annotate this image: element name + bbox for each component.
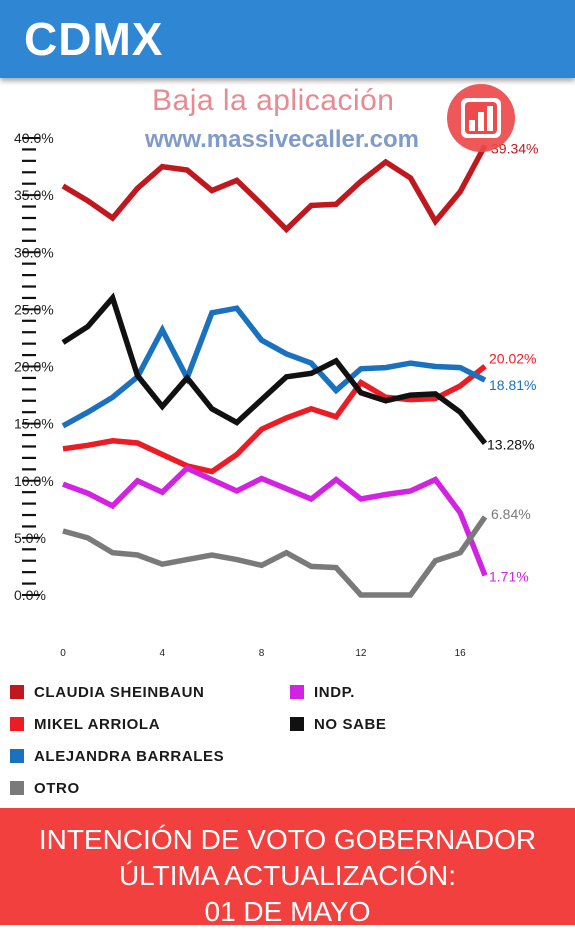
series-line-otro [62, 515, 488, 598]
end-label-otro: 6.84% [491, 506, 531, 522]
footer-banner: INTENCIÓN DE VOTO GOBERNADOR ÚLTIMA ACTU… [0, 808, 575, 927]
legend-swatch [290, 685, 304, 699]
y-axis: 40.0%35.0%30.0%25.0%20.0%15.0%10.0%5.0%0… [14, 130, 54, 603]
legend-label: INDP. [314, 684, 356, 701]
series-line-mikel-arriola [62, 364, 487, 475]
end-label-no-sabe: 13.28% [487, 436, 534, 452]
end-label-indp: 1.71% [489, 568, 529, 584]
series-line-no-sabe [61, 292, 488, 446]
end-label-mikel-arriola: 20.02% [489, 350, 536, 366]
series-line-alejandra-barrales [61, 305, 487, 429]
x-axis: 0 4 8 12 16 [60, 648, 466, 659]
legend-label: MIKEL ARRIOLA [34, 716, 161, 733]
legend-label: ALEJANDRA BARRALES [34, 748, 225, 765]
bar-chart-icon[interactable] [445, 82, 517, 154]
legend-swatch [10, 717, 24, 731]
footer-date: 01 DE MAYO [204, 896, 371, 927]
legend-swatch [10, 781, 24, 795]
series-lines [61, 144, 488, 598]
series-line-indp [62, 464, 488, 577]
app-header: CDMX [0, 0, 575, 78]
promo-text: Baja la aplicación [152, 84, 395, 117]
series-line-claudia-sheinbaun [61, 144, 488, 234]
footer-title: INTENCIÓN DE VOTO GOBERNADOR [38, 824, 537, 855]
page-title: CDMX [24, 13, 164, 65]
series-end-labels: 39.34% 20.02% 18.81% 13.28% 1.71% 6.84% [487, 141, 538, 585]
x-tick-label: 0 [60, 648, 66, 659]
legend-label: NO SABE [314, 716, 387, 733]
legend-swatch [290, 717, 304, 731]
legend-label: OTRO [34, 780, 80, 797]
end-label-claudia-sheinbaun: 39.34% [491, 141, 538, 157]
x-tick-label: 8 [259, 648, 265, 659]
legend-label: CLAUDIA SHEINBAUN [34, 684, 205, 701]
legend-swatch [10, 749, 24, 763]
promo-url[interactable]: www.massivecaller.com [145, 126, 419, 153]
x-tick-label: 4 [160, 648, 166, 659]
line-chart: 40.0%35.0%30.0%25.0%20.0%15.0%10.0%5.0%0… [14, 130, 538, 659]
x-tick-label: 12 [355, 648, 367, 659]
chart-legend: CLAUDIA SHEINBAUN INDP. MIKEL ARRIOLA NO SA… [0, 676, 575, 806]
x-tick-label: 16 [455, 648, 467, 659]
end-label-alejandra-barrales: 18.81% [489, 377, 536, 393]
legend-swatch [10, 685, 24, 699]
footer-update-label: ÚLTIMA ACTUALIZACIÓN: [118, 860, 457, 891]
